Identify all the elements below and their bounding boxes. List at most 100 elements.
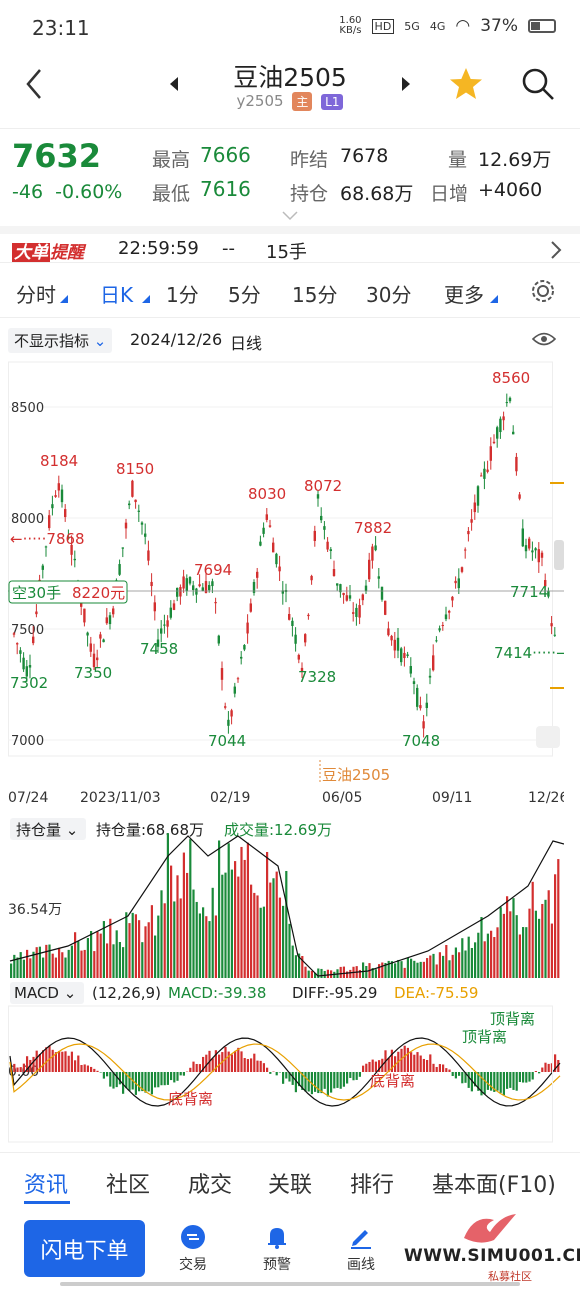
price-annotation-hi_7694: 7694 — [194, 561, 232, 579]
candle-body — [153, 602, 156, 612]
volume-bar — [230, 869, 233, 978]
expand-chevron-icon[interactable] — [282, 211, 298, 221]
candle-body — [348, 595, 352, 599]
tab-community[interactable]: 社区 — [106, 1173, 151, 1198]
macd-bar — [125, 1072, 128, 1089]
candle-body — [486, 469, 489, 472]
favorite-star-icon[interactable] — [448, 66, 484, 102]
alert-button[interactable]: 预警 — [252, 1224, 302, 1274]
volume-bar — [342, 966, 345, 978]
candle-body — [428, 675, 432, 678]
macd-bar — [541, 1067, 544, 1072]
candle-body — [342, 592, 345, 596]
volume-bar — [237, 876, 240, 978]
volume-bar — [96, 931, 99, 978]
macd-bar — [346, 1072, 349, 1084]
prev-settle-value: 7678 — [340, 145, 389, 167]
macd-params: (12,26,9) — [92, 984, 161, 1002]
candle-body — [182, 576, 185, 589]
volume-bar — [214, 915, 217, 978]
macd-bar — [378, 1060, 381, 1072]
position-amount: 8220元 — [72, 584, 125, 602]
candle-body — [214, 601, 217, 604]
draw-line-button[interactable]: 画线 — [336, 1224, 386, 1274]
macd-bar — [304, 1072, 307, 1092]
tab-5min[interactable]: 5分 — [228, 283, 261, 307]
back-icon[interactable] — [24, 68, 44, 100]
tab-1min[interactable]: 1分 — [166, 283, 199, 307]
volume-bar — [381, 962, 384, 978]
candle-body — [169, 607, 172, 618]
volume-bar — [461, 938, 464, 978]
volume-bar — [448, 960, 451, 978]
divergence-label: 底背离 — [370, 1072, 415, 1090]
prev-contract-icon[interactable] — [168, 76, 180, 92]
eye-icon[interactable] — [532, 331, 556, 347]
macd-bar — [458, 1072, 461, 1076]
candle-body — [57, 483, 60, 491]
indicator-dropdown[interactable]: 不显示指标 ⌄ — [8, 328, 113, 353]
tab-15min[interactable]: 15分 — [292, 283, 338, 307]
info-tabs: 资讯 社区 成交 关联 排行 基本面(F10) — [0, 1152, 580, 1210]
volume-bar — [429, 955, 432, 978]
volume-bar — [346, 971, 349, 978]
macd-bar — [112, 1072, 115, 1089]
volume-bar — [112, 944, 115, 978]
candle-body — [134, 499, 137, 503]
volume-bar — [403, 967, 406, 978]
candle-body — [243, 645, 246, 650]
signal-5g-icon: 5G — [404, 19, 420, 33]
candle-body — [227, 719, 230, 726]
tab-more[interactable]: 更多 — [444, 283, 484, 307]
y-tick-label: 8500 — [11, 401, 44, 416]
big-order-alert[interactable]: 大单 提醒 22:59:59 -- 15手 — [0, 226, 580, 263]
volume-bar — [16, 957, 19, 978]
chart-area[interactable]: 8500 8000 7500 7000 8184 8150 8030 8072 7882 8560… — [8, 356, 569, 1186]
tab-ranking[interactable]: 排行 — [350, 1173, 395, 1198]
candle-body — [534, 548, 537, 551]
macd-bar — [74, 1060, 77, 1072]
volume-bar — [170, 865, 173, 978]
alert-chevron-icon[interactable] — [550, 240, 562, 260]
flash-order-button[interactable]: 闪电下单 — [24, 1220, 145, 1277]
tab-timeshare[interactable]: 分时 — [16, 283, 56, 307]
macd-bar — [493, 1072, 496, 1092]
macd-bar — [144, 1072, 147, 1093]
tab-30min[interactable]: 30分 — [366, 283, 412, 307]
candle-body — [252, 582, 256, 593]
volume-bar — [358, 969, 361, 978]
macd-bar — [230, 1054, 233, 1072]
volume-label: 量 — [448, 149, 468, 171]
settings-gear-icon[interactable] — [530, 278, 556, 304]
l1-tag: L1 — [321, 93, 344, 110]
trade-button[interactable]: 交易 — [168, 1224, 218, 1274]
volume-bar — [163, 903, 166, 978]
volume-bar — [534, 910, 537, 978]
position-box — [8, 580, 128, 604]
macd-bar — [419, 1055, 422, 1072]
candle-body — [492, 441, 496, 444]
volume-bar — [486, 933, 489, 978]
candle-body — [160, 628, 163, 634]
price-annotation-lo_7328: 7328 — [298, 668, 336, 686]
tab-news[interactable]: 资讯 — [24, 1173, 69, 1198]
macd-bar — [298, 1072, 301, 1087]
next-contract-icon[interactable] — [400, 76, 412, 92]
candle-body — [19, 650, 22, 654]
tab-trades[interactable]: 成交 — [188, 1173, 233, 1198]
tab-related[interactable]: 关联 — [268, 1173, 313, 1198]
candle-body — [67, 537, 70, 539]
macd-bar — [461, 1072, 464, 1084]
macd-bar — [240, 1051, 243, 1072]
macd-bar — [109, 1072, 112, 1087]
volume-bar — [144, 926, 147, 978]
volume-bar — [285, 870, 288, 978]
search-icon[interactable] — [520, 66, 556, 102]
volume-bar — [234, 861, 237, 978]
tab-fundamentals[interactable]: 基本面(F10) — [432, 1173, 556, 1198]
tab-daily-k[interactable]: 日K — [100, 283, 134, 307]
volume-bar — [323, 970, 326, 978]
candle-body — [448, 610, 451, 613]
macd-bar — [128, 1072, 131, 1091]
volume-bar — [499, 907, 502, 978]
